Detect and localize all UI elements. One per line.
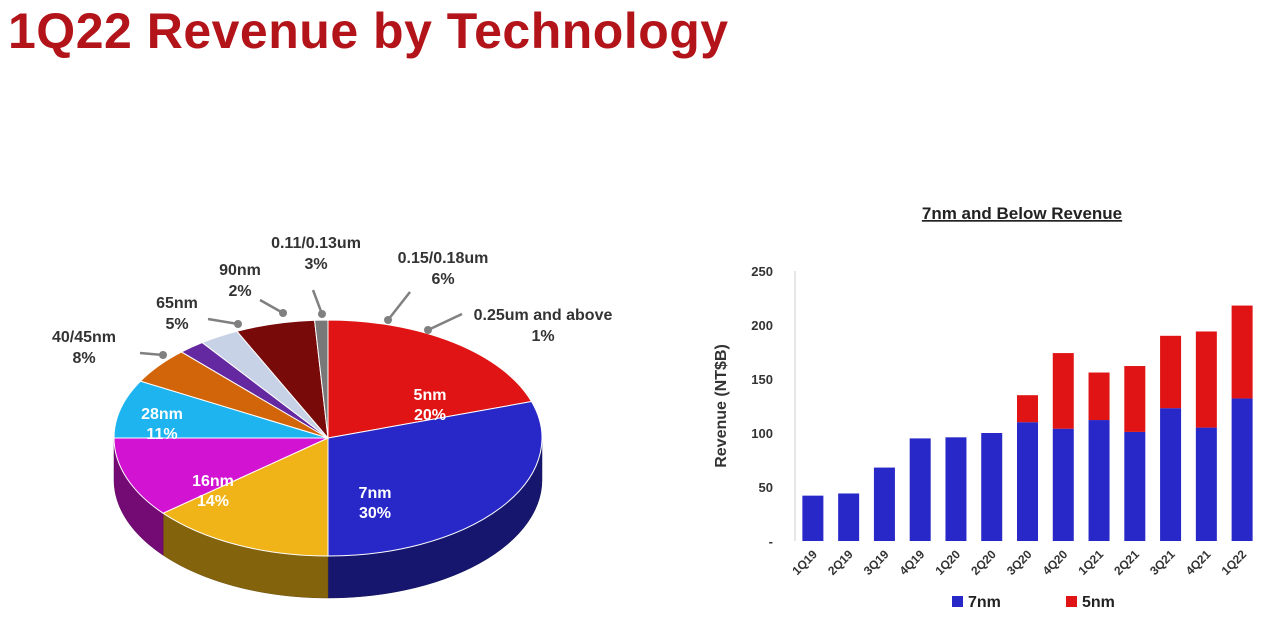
pie-leader-dot-40-45nm [159, 351, 167, 359]
bar-7nm-1q21 [1088, 420, 1110, 541]
x-tick-label: 4Q19 [897, 547, 928, 578]
legend: 7nm 5nm [952, 594, 1115, 611]
pie-value-0-15-0-18um: 6% [431, 271, 454, 288]
y-tick-label: 100 [751, 426, 773, 441]
pie-leader-line-0-25um-and-above [427, 312, 463, 332]
bar-5nm-2q21 [1124, 366, 1146, 432]
pie-label-65nm: 65nm [156, 295, 198, 312]
x-tick-labels: 1Q19 2Q19 3Q19 4Q19 1Q20 2Q20 3Q20 4Q20 1Q21 2Q21… [789, 547, 1249, 578]
pie-value-65nm: 5% [165, 316, 188, 333]
x-tick-label: 1Q22 [1219, 547, 1250, 578]
bar-7nm-4q20 [1052, 428, 1074, 541]
bar-5nm-4q21 [1195, 331, 1217, 428]
bar-7nm-3q19 [873, 467, 895, 541]
x-tick-label: 4Q21 [1183, 547, 1214, 578]
bar-7nm-4q21 [1195, 427, 1217, 541]
pie-value-28nm: 11% [146, 426, 177, 443]
below-7nm-revenue-bar-chart: 7nm and Below Revenue - 50 100 150 200 250 Reve… [713, 204, 1253, 611]
x-tick-label: 2Q20 [968, 547, 999, 578]
pie-slice-40-45nm [113, 380, 329, 439]
pie-slice-5nm [327, 319, 533, 439]
y-tick-label: - [769, 534, 773, 549]
bar-5nm-3q21 [1160, 335, 1182, 409]
technology-pie-chart: 5nm 20% 7nm 30% 16nm 14% 28nm 11% 40/45nm 8% 65nm 5… [52, 235, 612, 599]
x-tick-label: 1Q21 [1076, 547, 1107, 578]
pie-leader-dot-90nm [279, 309, 287, 317]
bar-7nm-3q20 [1017, 422, 1038, 541]
bar-7nm-1q22 [1231, 398, 1253, 541]
pie-labels: 5nm 20% 7nm 30% 16nm 14% 28nm 11% 40/45nm 8% 65nm 5… [52, 235, 612, 522]
page-title: 1Q22 Revenue by Technology [8, 3, 729, 59]
pie-label-7nm: 7nm [359, 485, 392, 502]
pie-value-0-11-0-13um: 3% [304, 256, 327, 273]
x-tick-label: 2Q19 [825, 547, 856, 578]
pie-slice-0-25um-and-above [314, 319, 329, 439]
legend-label-7nm: 7nm [968, 594, 1001, 611]
bar-7nm-1q19 [802, 495, 824, 541]
y-tick-labels: - 50 100 150 200 250 [751, 264, 773, 549]
bar-7nm-3q21 [1160, 408, 1182, 541]
x-tick-label: 1Q20 [932, 547, 963, 578]
legend-swatch-5nm [1066, 596, 1077, 607]
pie-label-40-45nm: 40/45nm [52, 329, 116, 346]
pie-leader-dot-65nm [234, 320, 242, 328]
pie-leader-dot-0-15-0-18um [384, 316, 392, 324]
bar-7nm-2q21 [1124, 431, 1146, 541]
bar-7nm-2q20 [981, 433, 1003, 541]
pie-value-5nm: 20% [414, 407, 446, 424]
bar-7nm-2q19 [838, 493, 860, 541]
pie-leader-line-90nm [259, 298, 284, 315]
y-axis-label: Revenue (NT$B) [713, 344, 730, 468]
bar-5nm-1q22 [1231, 305, 1253, 399]
y-tick-label: 50 [759, 480, 773, 495]
y-tick-label: 150 [751, 372, 773, 387]
y-tick-label: 250 [751, 264, 773, 279]
legend-label-5nm: 5nm [1082, 594, 1115, 611]
bar-5nm-3q20 [1017, 395, 1038, 423]
bars [802, 305, 1253, 541]
pie-label-0-25um-and-above: 0.25um and above [474, 307, 613, 324]
pie-slice-7nm [327, 400, 543, 557]
pie-slices [113, 319, 543, 557]
x-tick-label: 3Q21 [1147, 547, 1178, 578]
x-tick-label: 3Q20 [1004, 547, 1035, 578]
bar-5nm-1q21 [1088, 372, 1110, 421]
x-tick-label: 3Q19 [861, 547, 892, 578]
pie-label-90nm: 90nm [219, 262, 261, 279]
bar-7nm-1q20 [945, 437, 967, 541]
bar-chart-title: 7nm and Below Revenue [922, 204, 1122, 223]
pie-value-0-25um-and-above: 1% [531, 328, 554, 345]
x-tick-label: 1Q19 [789, 547, 820, 578]
pie-label-0-11-0-13um: 0.11/0.13um [271, 235, 361, 252]
pie-slice-16nm [162, 437, 329, 557]
x-tick-label: 2Q21 [1111, 547, 1142, 578]
pie-value-40-45nm: 8% [72, 350, 95, 367]
legend-swatch-7nm [952, 596, 963, 607]
pie-value-90nm: 2% [228, 283, 251, 300]
pie-label-28nm: 28nm [141, 406, 183, 423]
pie-slice-28nm [113, 437, 329, 514]
pie-leader-line-0-11-0-13um [311, 289, 324, 315]
bar-7nm-4q19 [909, 438, 931, 541]
pie-label-0-15-0-18um: 0.15/0.18um [398, 250, 489, 267]
pie-label-16nm: 16nm [192, 473, 234, 490]
pie-leader-dot-0-25um-and-above [424, 326, 432, 334]
pie-leader-line-0-15-0-18um [387, 291, 411, 321]
pie-value-16nm: 14% [197, 493, 229, 510]
y-tick-label: 200 [751, 318, 773, 333]
pie-value-7nm: 30% [359, 505, 391, 522]
pie-label-5nm: 5nm [414, 387, 447, 404]
pie-leader-dot-0-11-0-13um [318, 310, 326, 318]
bar-5nm-4q20 [1052, 353, 1074, 429]
pie-leader-line-65nm [207, 317, 239, 326]
x-tick-label: 4Q20 [1040, 547, 1071, 578]
